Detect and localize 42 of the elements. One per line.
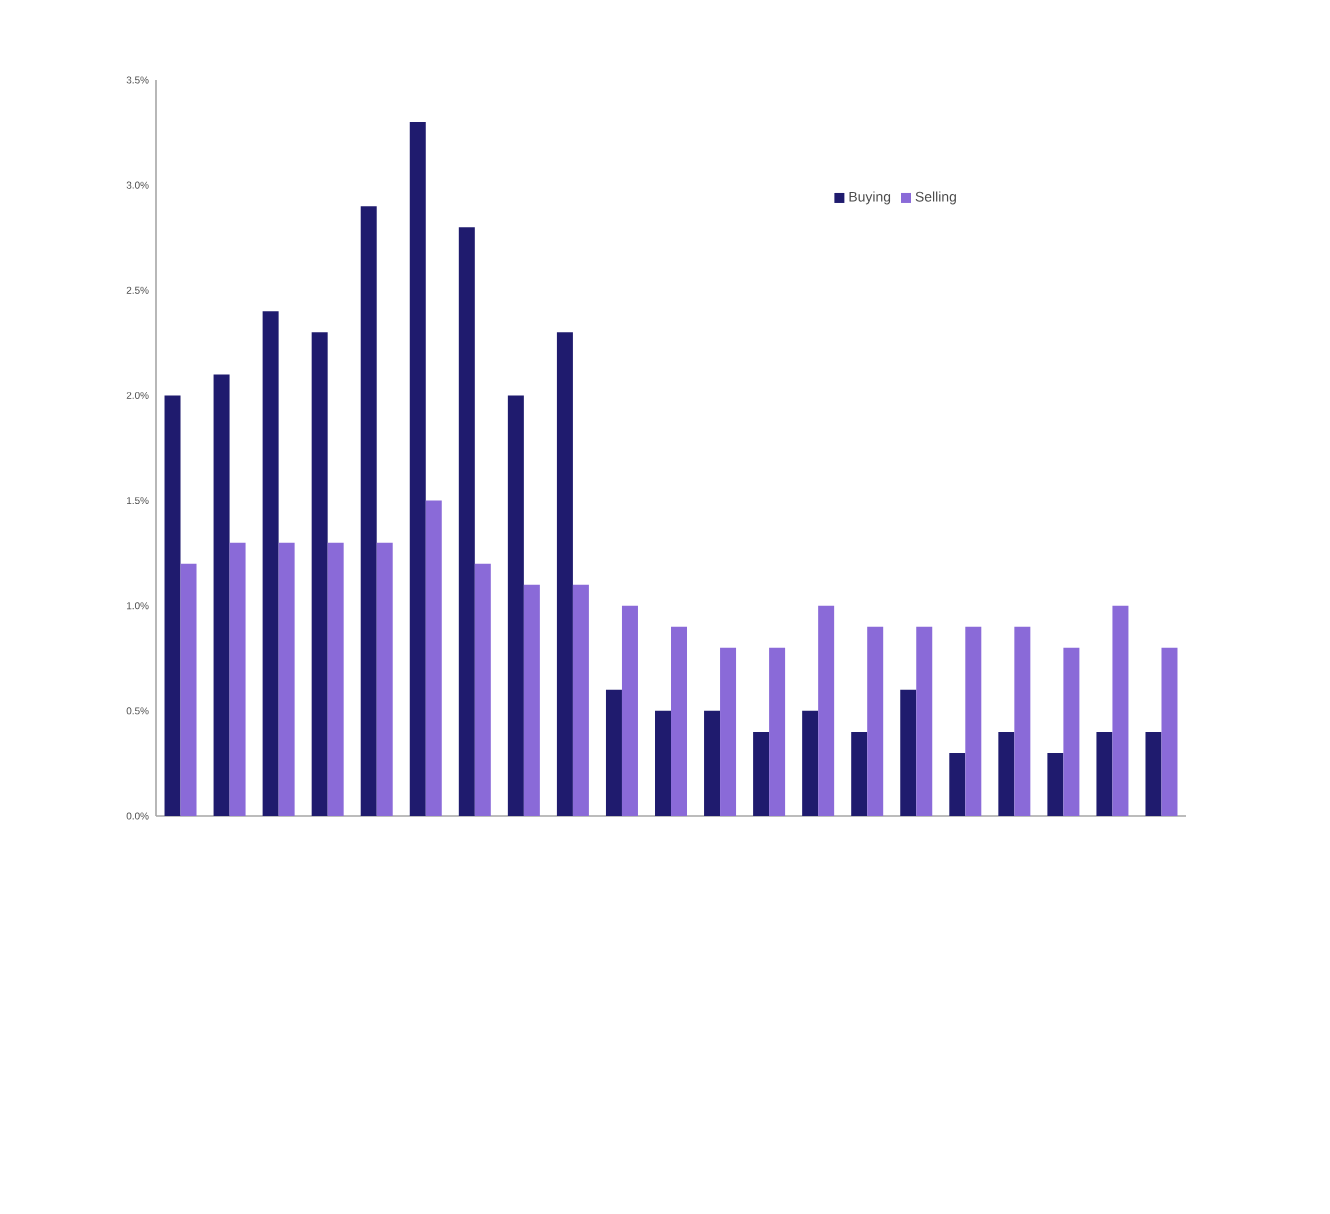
bar [327, 542, 344, 816]
bar [360, 206, 377, 816]
bar [949, 752, 966, 816]
bar [1047, 752, 1064, 816]
bar [655, 710, 672, 816]
bar [1096, 731, 1113, 816]
bar [164, 395, 181, 816]
bar [180, 563, 197, 816]
bar [916, 626, 933, 816]
bar [621, 605, 638, 816]
bar [753, 731, 770, 816]
bar [704, 710, 721, 816]
bar [851, 731, 868, 816]
bar [229, 542, 246, 816]
bar [720, 647, 737, 816]
bar [867, 626, 884, 816]
bar [1063, 647, 1080, 816]
bar [425, 500, 442, 816]
bar [262, 311, 279, 816]
bar [1112, 605, 1129, 816]
bar [572, 584, 589, 816]
bar [671, 626, 688, 816]
bar [213, 374, 230, 816]
bar [507, 395, 524, 816]
bar [605, 689, 622, 816]
bar [474, 563, 491, 816]
bar [556, 332, 573, 816]
bar [998, 731, 1015, 816]
bar [1145, 731, 1162, 816]
bar [802, 710, 819, 816]
bar [278, 542, 295, 816]
bar [1014, 626, 1031, 816]
bar [311, 332, 328, 816]
bar [818, 605, 835, 816]
bar [965, 626, 982, 816]
bar [769, 647, 786, 816]
bar [376, 542, 393, 816]
bar [1161, 647, 1178, 816]
bar [523, 584, 540, 816]
bar [900, 689, 917, 816]
bar [458, 227, 475, 816]
bar [409, 122, 426, 816]
